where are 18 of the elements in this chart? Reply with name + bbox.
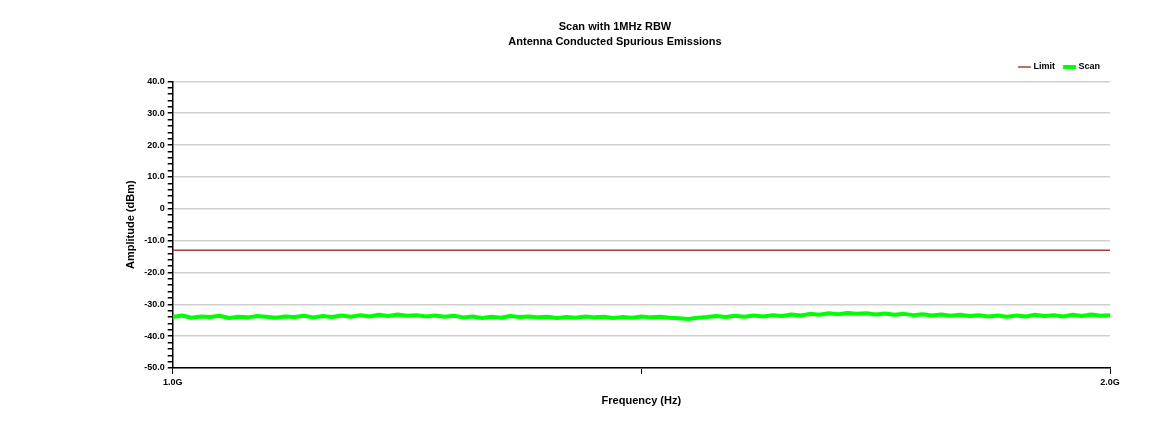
legend-label: Limit: [1033, 61, 1055, 72]
y-tick-label: 30.0: [147, 107, 165, 118]
y-tick-label: 0: [159, 203, 165, 214]
y-tick-label: 10.0: [147, 171, 165, 182]
y-tick-label: 20.0: [147, 139, 165, 150]
y-axis-title: Amplitude (dBm): [123, 180, 136, 269]
y-tick-label: -40.0: [144, 330, 165, 341]
y-tick-label: -50.0: [144, 362, 165, 373]
chart-title: Scan with 1MHz RBW: [558, 19, 672, 32]
chart-subtitle: Antenna Conducted Spurious Emissions: [508, 34, 722, 47]
x-tick-label: 2.0G: [1100, 376, 1120, 387]
legend-label: Scan: [1078, 61, 1100, 72]
y-tick-label: -30.0: [144, 298, 165, 309]
y-tick-label: 40.0: [147, 75, 165, 86]
y-tick-label: -10.0: [144, 235, 165, 246]
x-tick-label: 1.0G: [162, 376, 183, 387]
y-tick-label: -20.0: [144, 266, 165, 277]
x-axis-title: Frequency (Hz): [601, 394, 682, 407]
